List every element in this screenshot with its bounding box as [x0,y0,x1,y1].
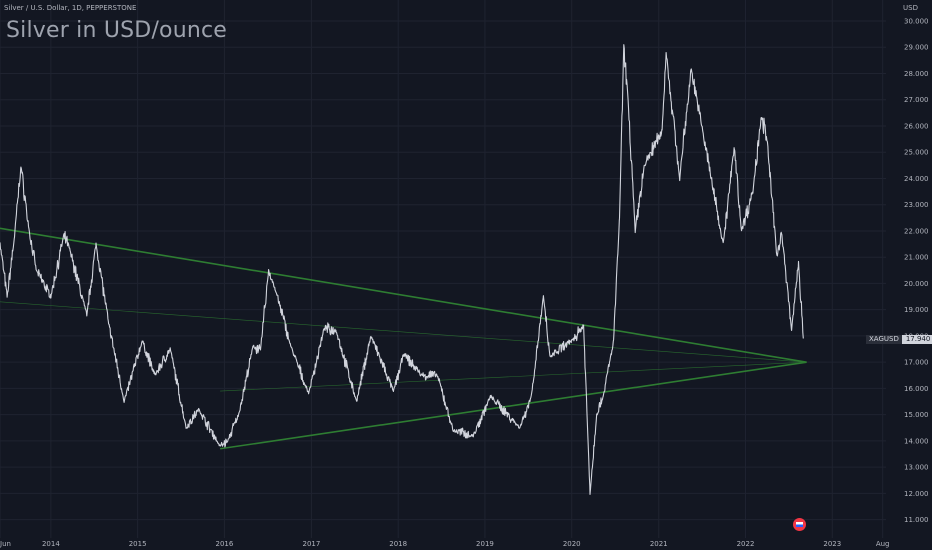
x-tick-label: 2020 [563,540,581,548]
x-tick-label: 2018 [389,540,407,548]
y-tick-label: 21.000 [904,254,929,262]
chart-title: Silver in USD/ounce [6,18,228,43]
x-tick-label: 2022 [737,540,755,548]
x-tick-label: 2019 [476,540,494,548]
currency-label[interactable]: USD [903,4,918,12]
y-tick-label: 17.000 [904,359,929,367]
y-tick-label: 12.000 [904,490,929,498]
y-tick-label: 19.000 [904,306,929,314]
badge-symbol: XAGUSD [866,335,902,344]
badge-value: 17.940 [901,335,932,344]
y-tick-label: 24.000 [904,175,929,183]
y-tick-label: 30.000 [904,17,929,25]
x-axis[interactable]: Jun 2014 2015 2016 2017 2018 2019 2020 2021 2022 2… [0,540,890,548]
y-tick-label: 27.000 [904,96,929,104]
x-tick-label: Jun [0,540,11,548]
y-tick-label: 15.000 [904,411,929,419]
x-tick-label: 2017 [303,540,321,548]
y-tick-label: 26.000 [904,122,929,130]
y-tick-label: 28.000 [904,70,929,78]
y-tick-label: 13.000 [904,464,929,472]
grid-lines [0,0,886,538]
y-tick-label: 20.000 [904,280,929,288]
trendline-annotations[interactable] [0,227,807,450]
x-tick-label: 2023 [823,540,841,548]
x-tick-label: 2015 [129,540,147,548]
y-tick-label: 16.000 [904,385,929,393]
y-tick-label: 25.000 [904,149,929,157]
x-tick-label: Aug [876,540,890,548]
price-line [0,44,804,495]
x-tick-label: 2014 [42,540,60,548]
price-series [0,44,804,495]
trendline[interactable] [0,301,807,363]
us-flag-icon[interactable] [793,518,806,531]
y-tick-label: 22.000 [904,227,929,235]
y-tick-label: 14.000 [904,437,929,445]
y-axis[interactable]: 11.000 12.000 13.000 14.000 15.000 16.000 17.0… [904,17,929,524]
trendline[interactable] [0,227,807,363]
x-tick-label: 2016 [215,540,233,548]
y-tick-label: 23.000 [904,201,929,209]
y-tick-label: 11.000 [904,516,929,524]
y-tick-label: 29.000 [904,44,929,52]
trendline[interactable] [220,361,807,392]
x-tick-label: 2021 [650,540,668,548]
trendline[interactable] [220,361,807,450]
price-badge[interactable]: XAGUSD 17.940 [866,335,932,344]
symbol-info[interactable]: Silver / U.S. Dollar, 1D, PEPPERSTONE [4,4,137,12]
